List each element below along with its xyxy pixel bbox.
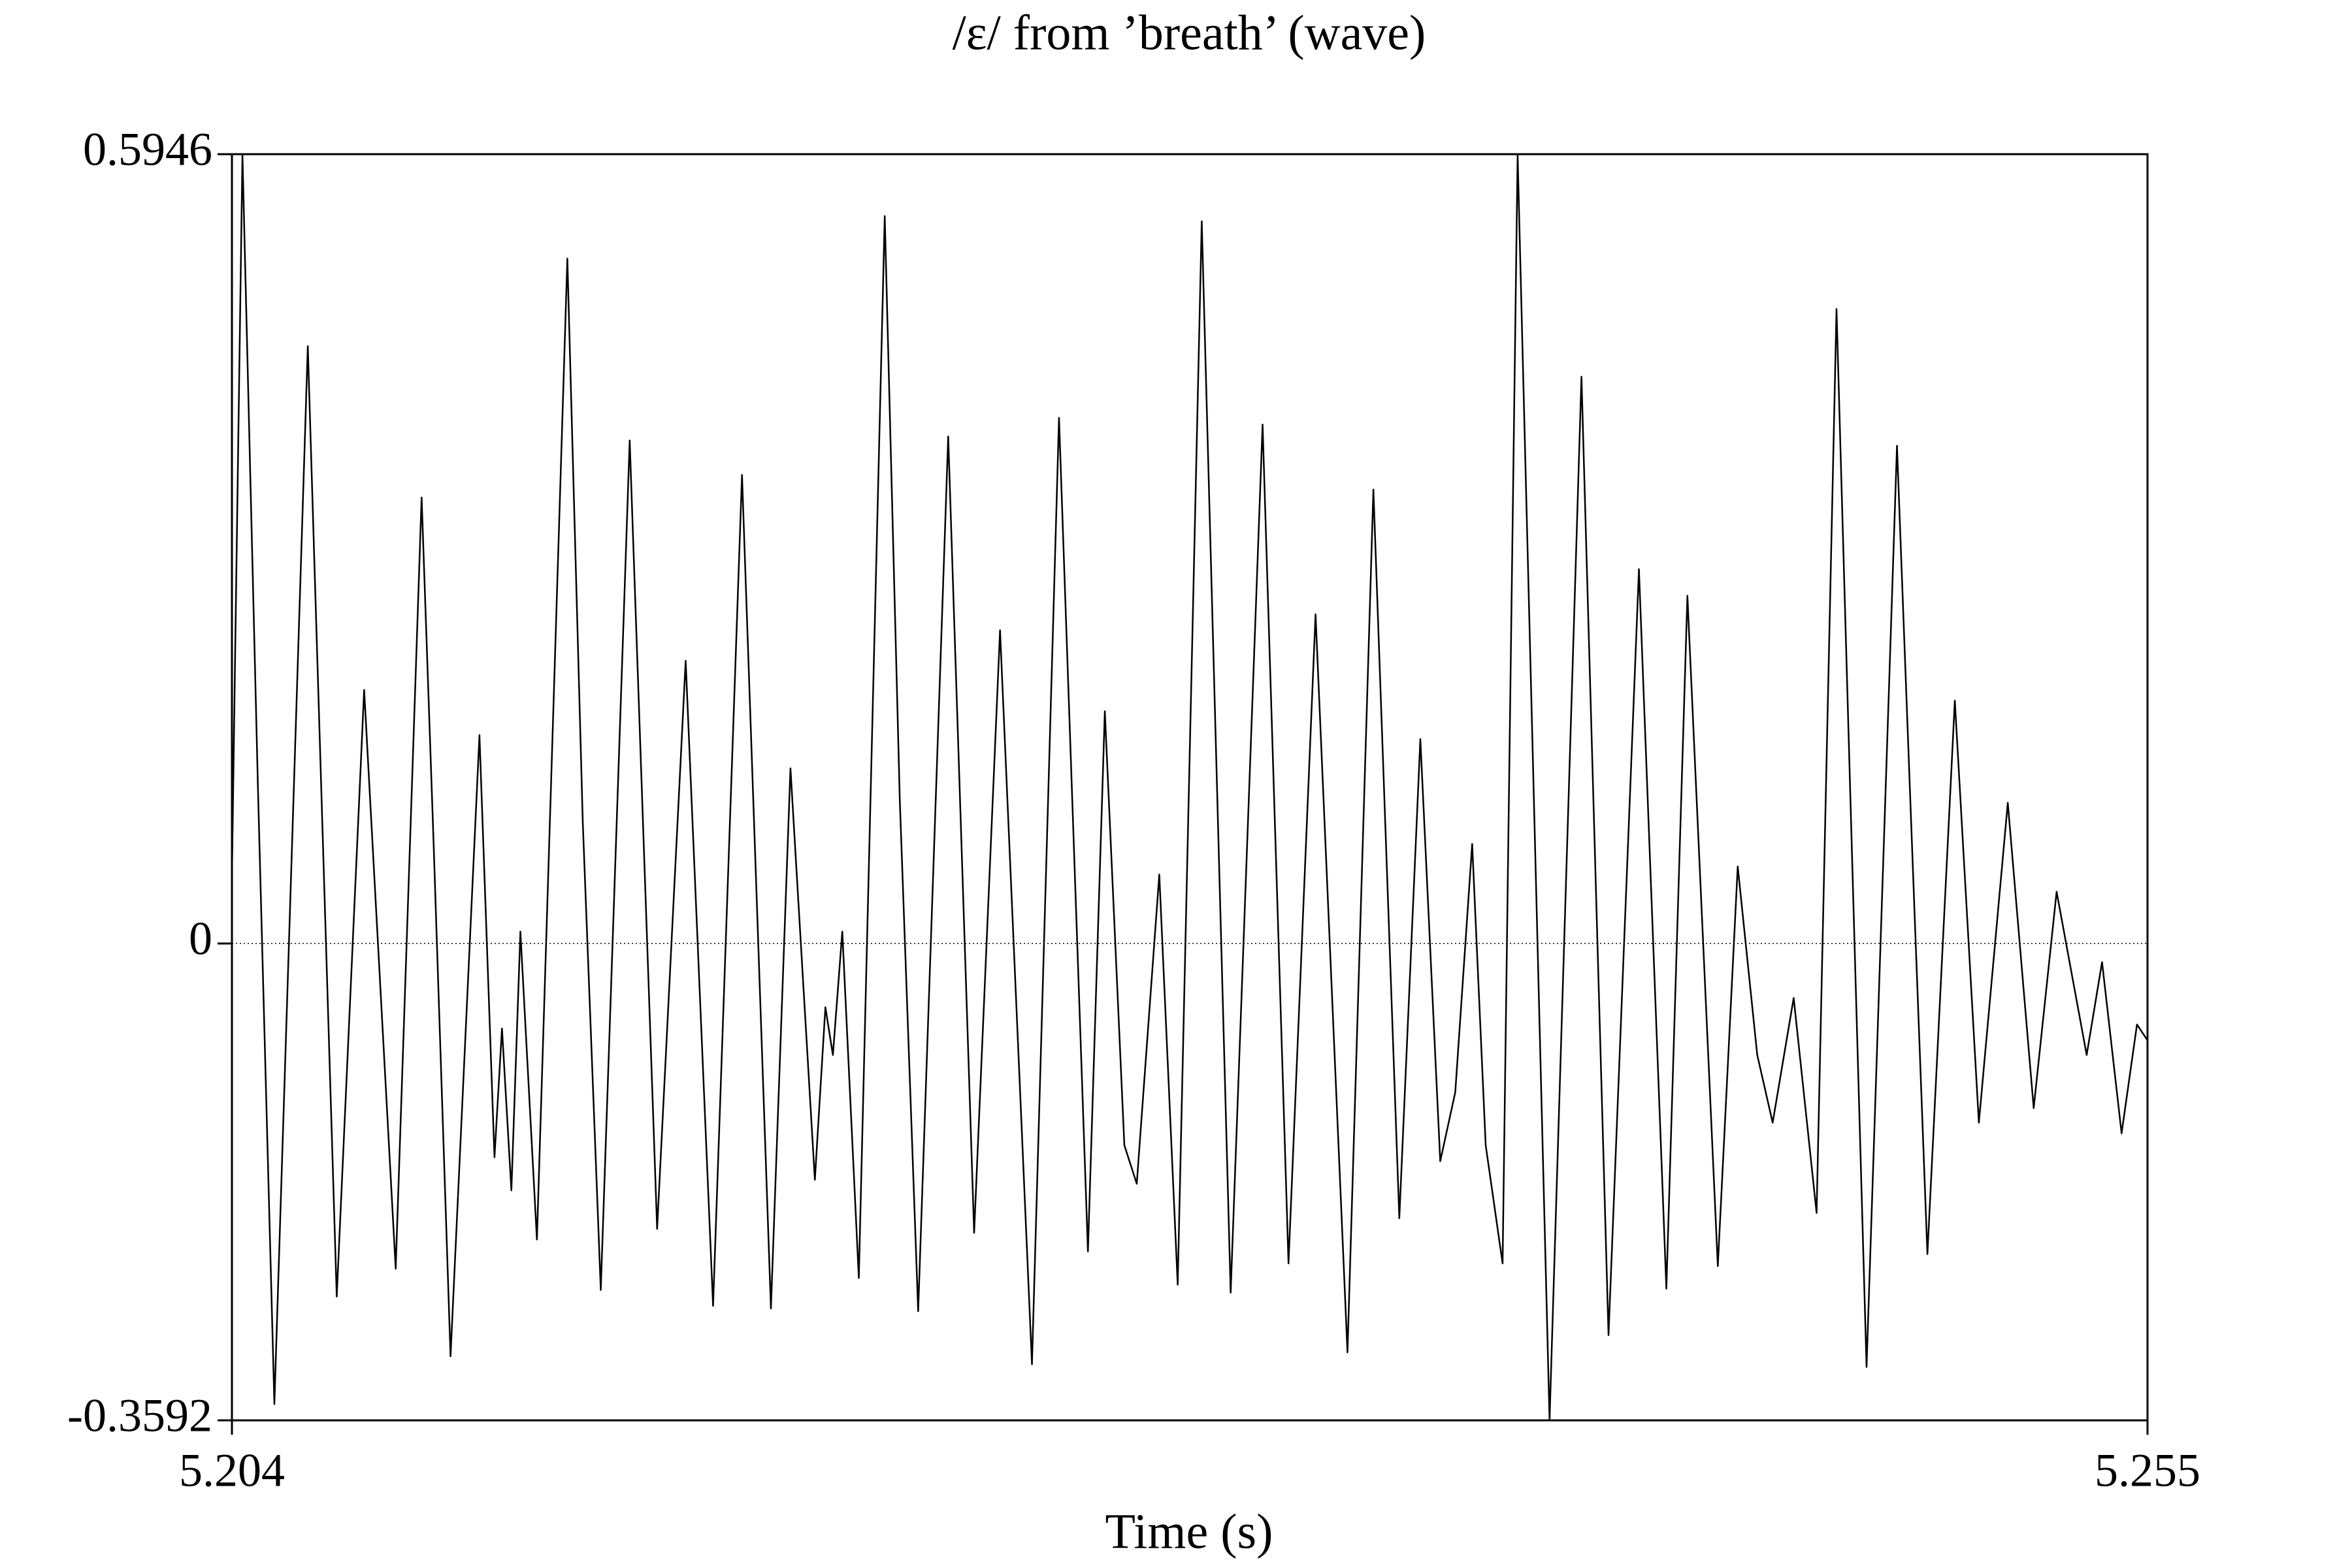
y-tick-label: 0	[189, 913, 212, 965]
chart-title: /ɛ/ from ’breath’ (wave)	[953, 5, 1426, 60]
plot-frame	[231, 153, 2149, 1422]
x-axis-label: Time (s)	[1105, 1504, 1273, 1559]
waveform	[231, 154, 2149, 1422]
y-tick-label: 0.5946	[83, 123, 212, 176]
y-tick-label: -0.3592	[67, 1390, 212, 1442]
x-tick-label: 5.255	[2095, 1445, 2200, 1497]
x-tick-label: 5.204	[179, 1445, 285, 1497]
